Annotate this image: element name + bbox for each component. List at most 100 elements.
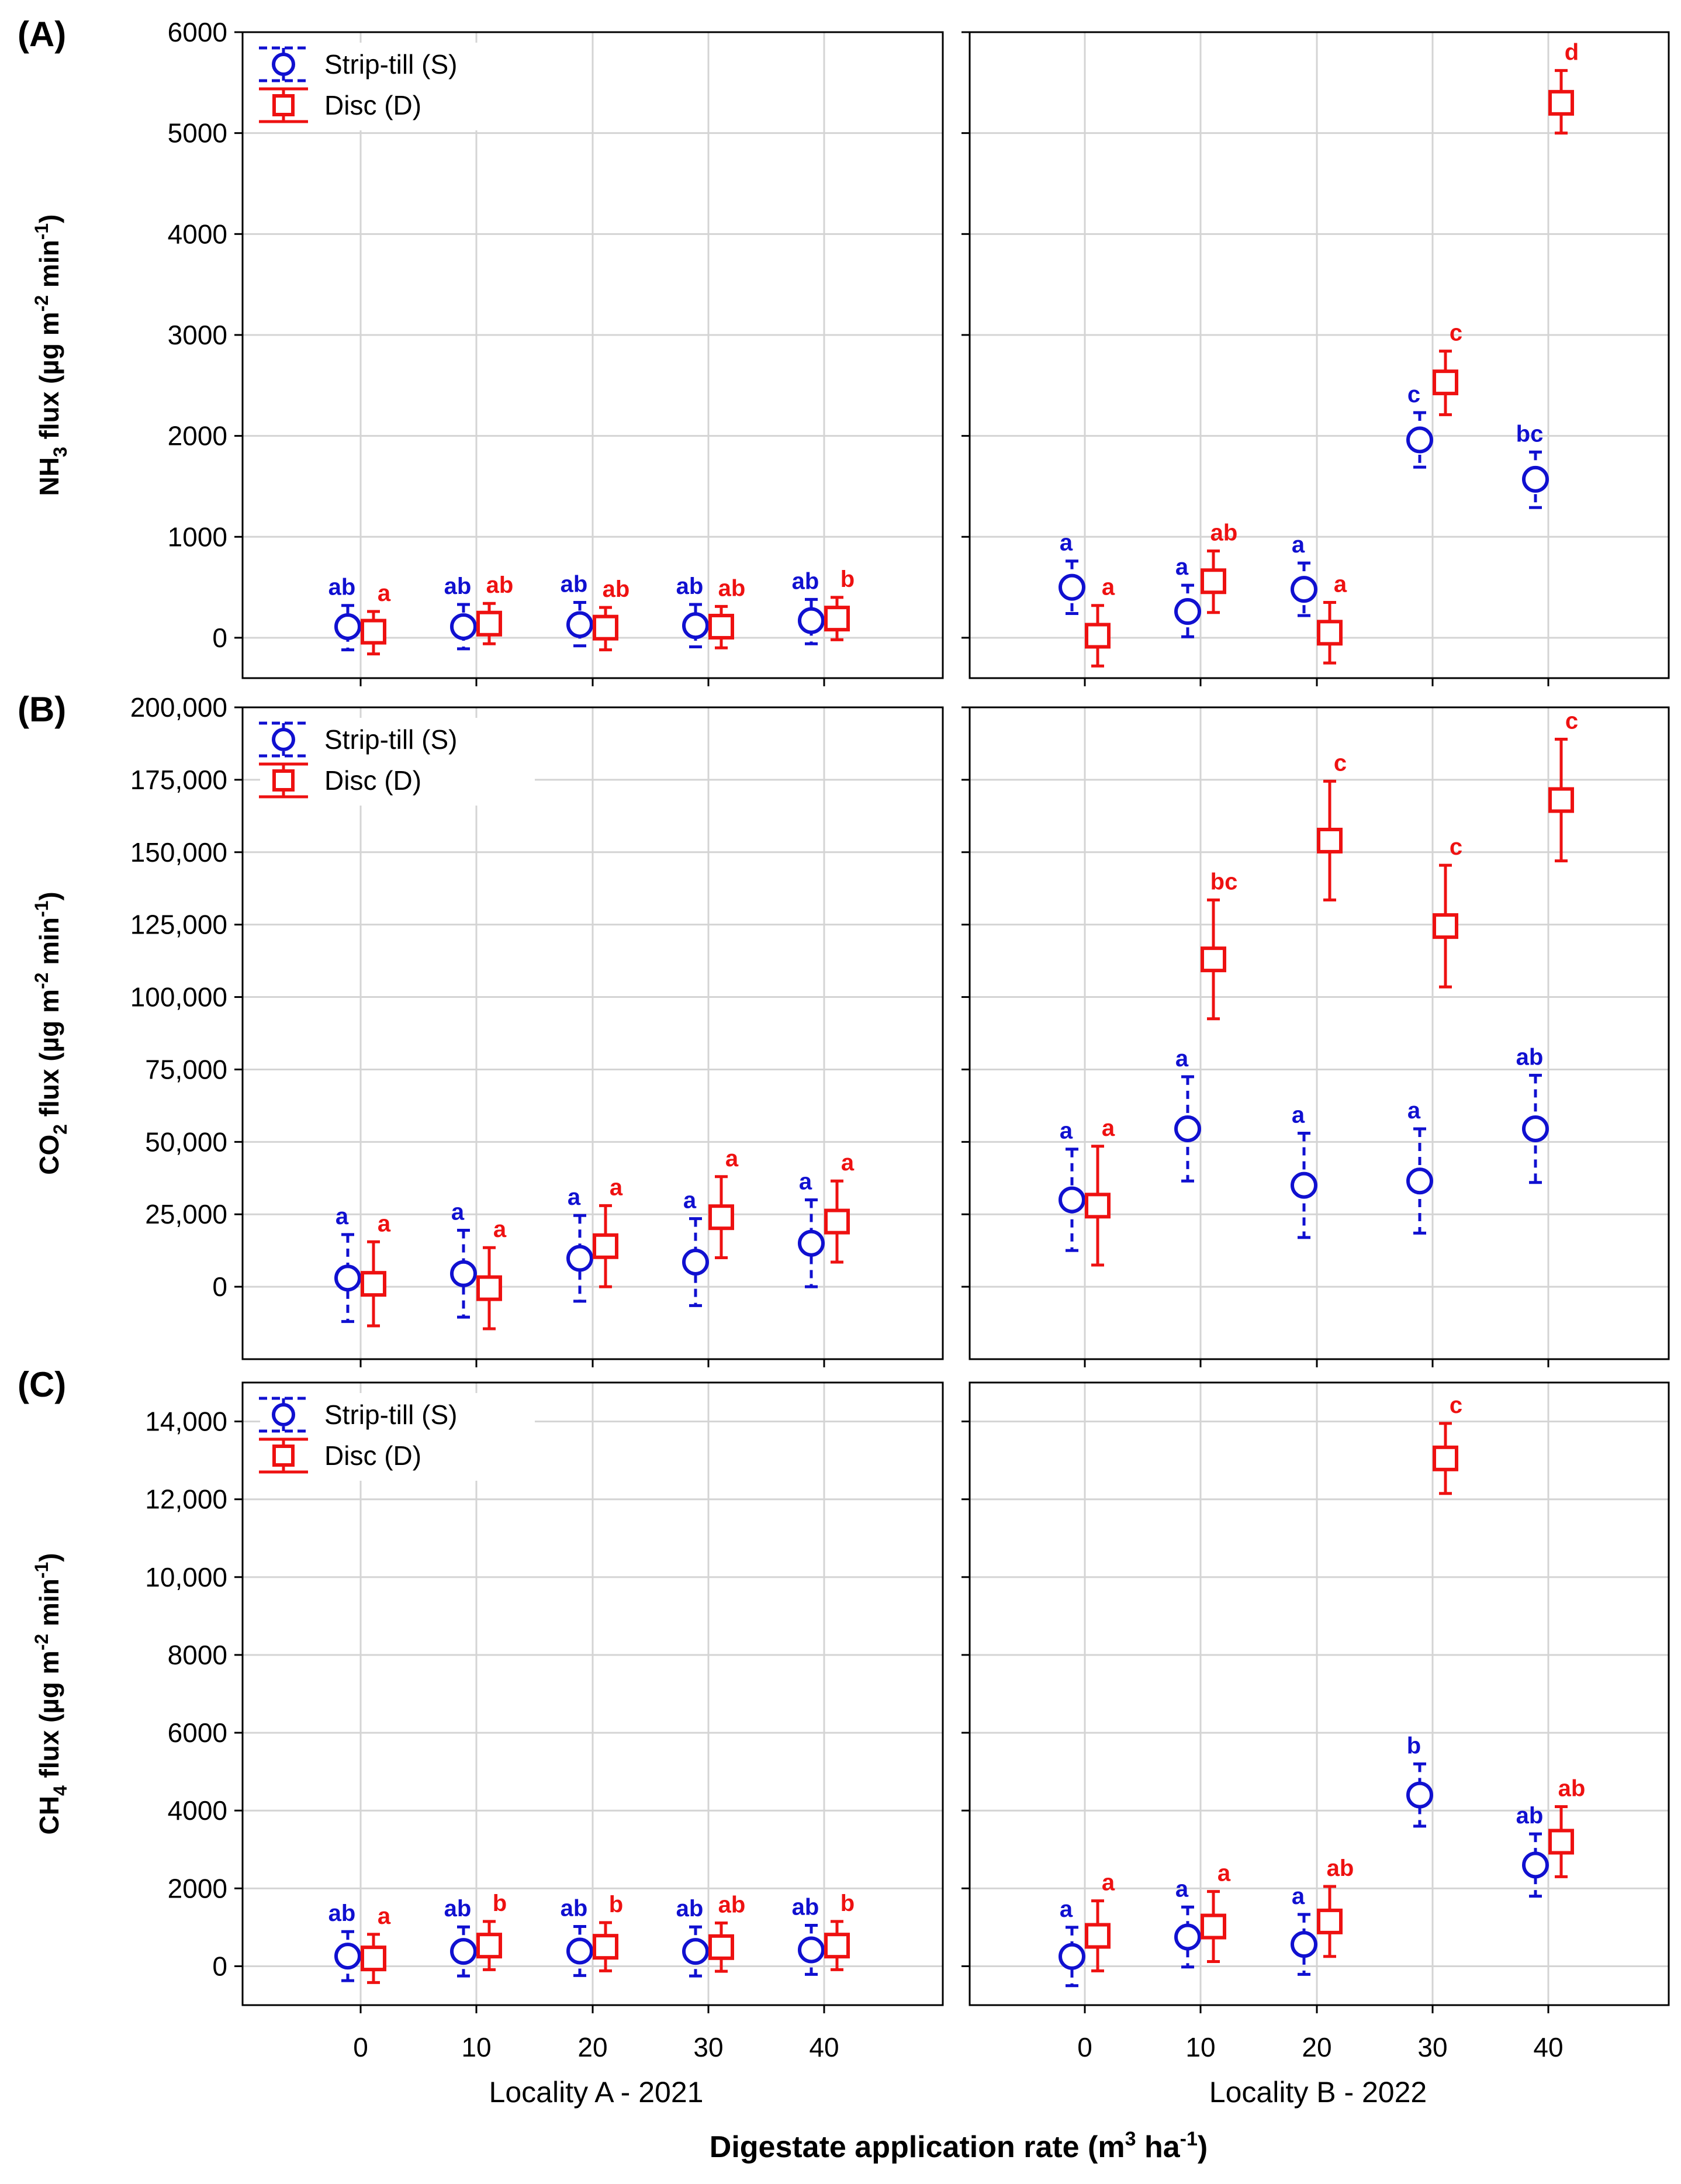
panel-a-locality-b-strip-point xyxy=(1174,598,1201,626)
panel-b-locality-b-strip-point xyxy=(1291,1172,1317,1199)
panel-a-locality-b-strip-point xyxy=(1291,576,1317,603)
panel-b-locality-a-ytick-label: 50,000 xyxy=(145,1126,227,1157)
panel-b-locality-a-strip-point xyxy=(798,1229,825,1257)
panel-c-locality-a-ytick-label: 10,000 xyxy=(145,1562,227,1592)
panel-b-locality-a-disc-point xyxy=(361,1271,386,1297)
panel-c-locality-b-frame xyxy=(969,1381,1670,2006)
panel-c-locality-b-xtick-label: 0 xyxy=(1077,2032,1092,2062)
panel-b-locality-a-ytick-label: 150,000 xyxy=(130,837,227,868)
panel-c-locality-b-disc-point xyxy=(1201,1913,1226,1940)
panel-c-locality-b-strip-point xyxy=(1059,1943,1085,1970)
panel-c-locality-a-disc-letter: b xyxy=(840,1891,855,1916)
panel-c-locality-b-strip-point xyxy=(1291,1931,1317,1958)
panel-b-y-axis-title: CO2 flux (µg m-2 min-1) xyxy=(31,891,71,1175)
panel-a-locality-b-strip-letter: a xyxy=(1060,530,1073,556)
panel-c-legend-disc-marker xyxy=(272,1445,295,1467)
panel-c-locality-a-ytick-label: 0 xyxy=(212,1951,227,1981)
locality-b-label: Locality B - 2022 xyxy=(1209,2076,1427,2109)
panel-b-locality-a-ytick-label: 25,000 xyxy=(145,1199,227,1229)
panel-c-locality-b-strip-letter: ab xyxy=(1516,1803,1544,1829)
panel-a-locality-b-disc-letter: c xyxy=(1450,320,1462,346)
panel-a-locality-b-disc-point xyxy=(1548,89,1574,116)
locality-a-label: Locality A - 2021 xyxy=(489,2076,704,2109)
panel-a-locality-a-strip-letter: ab xyxy=(676,573,704,599)
panel-c-legend-bg xyxy=(260,1393,535,1481)
panel-c-locality-a-strip-point xyxy=(566,1937,593,1965)
panel-b-locality-b-disc-point xyxy=(1548,787,1574,813)
panel-c-legend-disc-label: Disc (D) xyxy=(324,1440,421,1471)
panel-a-legend-strip-label: Strip-till (S) xyxy=(324,49,457,80)
panel-a-label: (A) xyxy=(18,15,66,54)
panel-a-locality-b-strip-point xyxy=(1522,465,1549,493)
panel-a-locality-b-disc-point xyxy=(1201,568,1226,595)
panel-b-locality-b-disc-point xyxy=(1317,827,1343,853)
panel-c-locality-a-strip-letter: ab xyxy=(792,1895,819,1920)
panel-a-locality-a-disc-letter: a xyxy=(378,580,391,606)
panel-a-legend-disc-marker xyxy=(272,94,295,116)
panel-a-locality-a-disc-point xyxy=(476,610,502,637)
panel-c-locality-b-xtick-label: 40 xyxy=(1533,2032,1563,2062)
panel-b-locality-b-disc-letter: bc xyxy=(1210,869,1238,895)
panel-c-locality-a-xtick-label: 10 xyxy=(461,2032,491,2062)
panel-c-locality-b-disc-letter: a xyxy=(1102,1870,1115,1896)
panel-b-locality-a-strip-letter: a xyxy=(799,1169,812,1194)
panel-c-locality-a-ytick-label: 6000 xyxy=(168,1718,227,1748)
x-axis-title: Digestate application rate (m3 ha-1) xyxy=(710,2128,1208,2164)
panel-c-locality-a-xtick-label: 30 xyxy=(693,2032,723,2062)
panel-a-locality-a-strip-point xyxy=(450,613,477,640)
panel-c-locality-b-xtick-label: 10 xyxy=(1185,2032,1215,2062)
panel-a-locality-a-strip-point xyxy=(682,612,709,640)
panel-c-locality-a-disc-letter: ab xyxy=(718,1892,746,1918)
panel-b-locality-a-strip-point xyxy=(566,1245,593,1272)
panel-c-locality-a-xtick-label: 40 xyxy=(809,2032,839,2062)
panel-c-locality-b-xtick-label: 30 xyxy=(1417,2032,1447,2062)
panel-a-locality-b-disc-point xyxy=(1433,369,1458,396)
panel-a-locality-a-disc-letter: ab xyxy=(603,576,630,602)
panel-a-locality-a-ytick-label: 2000 xyxy=(168,421,227,451)
panel-a-locality-a-strip-letter: ab xyxy=(561,572,588,597)
panel-c-locality-b-disc-letter: a xyxy=(1217,1861,1231,1886)
panel-a-locality-a-ytick-label: 4000 xyxy=(168,219,227,249)
panel-b-locality-a-ytick-label: 175,000 xyxy=(130,765,227,795)
panel-b-locality-a-disc-letter: a xyxy=(493,1217,507,1242)
panel-a-locality-b-disc-letter: ab xyxy=(1210,520,1238,545)
panel-a-locality-a-ytick-label: 1000 xyxy=(168,521,227,552)
panel-c-locality-a-strip-point xyxy=(450,1938,477,1965)
panel-a-locality-a-disc-letter: ab xyxy=(718,575,746,601)
panel-b-locality-b-strip-point xyxy=(1522,1115,1549,1143)
panel-a-locality-a-disc-point xyxy=(824,606,850,632)
panel-c-locality-a-ytick-label: 12,000 xyxy=(145,1484,227,1515)
panel-b-locality-a-disc-letter: a xyxy=(610,1174,623,1200)
panel-c-locality-b-xtick-label: 20 xyxy=(1302,2032,1331,2062)
panel-b-locality-a-disc-letter: a xyxy=(378,1211,391,1236)
panel-c-locality-a-strip-letter: ab xyxy=(444,1896,472,1922)
panel-c-y-axis-title: CH4 flux (µg m-2 min-1) xyxy=(31,1553,71,1835)
panel-c-locality-b-strip-letter: a xyxy=(1060,1896,1073,1922)
panel-c-locality-b-disc-point xyxy=(1085,1923,1111,1949)
panel-b-locality-a-ytick-label: 75,000 xyxy=(145,1054,227,1084)
panel-c-locality-a-ytick-label: 8000 xyxy=(168,1640,227,1670)
panel-b-locality-a-strip-letter: a xyxy=(451,1199,465,1225)
panel-b-locality-a-ytick-label: 0 xyxy=(212,1271,227,1302)
panel-b-locality-a-strip-point xyxy=(450,1260,477,1287)
panel-b-locality-a-ytick-label: 200,000 xyxy=(130,692,227,723)
panel-a-locality-b-disc-letter: d xyxy=(1565,40,1579,65)
panel-c-locality-b-disc-letter: ab xyxy=(1327,1855,1354,1881)
panel-c-locality-b-disc-point xyxy=(1317,1908,1343,1934)
panel-a-legend-strip-marker xyxy=(272,53,295,76)
panel-b-locality-a-strip-point xyxy=(682,1248,709,1276)
panel-b-locality-b-frame xyxy=(969,706,1670,1360)
data-layer xyxy=(259,46,1574,1988)
panel-c-locality-b-strip-letter: a xyxy=(1292,1884,1305,1909)
panel-c-locality-a-xtick-label: 20 xyxy=(577,2032,607,2062)
panel-b-locality-a-strip-letter: a xyxy=(683,1188,697,1214)
panel-c-locality-a-strip-letter: ab xyxy=(561,1896,588,1922)
panel-a-locality-a-disc-point xyxy=(593,614,618,641)
panel-a-locality-b-strip-point xyxy=(1406,426,1433,454)
panel-c-locality-b-disc-letter: ab xyxy=(1558,1776,1586,1802)
panel-c-locality-a-disc-point xyxy=(708,1934,734,1960)
panel-b-legend-strip-label: Strip-till (S) xyxy=(324,724,457,755)
panel-b-locality-b-disc-point xyxy=(1433,913,1458,939)
panel-a-locality-b-disc-letter: a xyxy=(1334,572,1347,597)
